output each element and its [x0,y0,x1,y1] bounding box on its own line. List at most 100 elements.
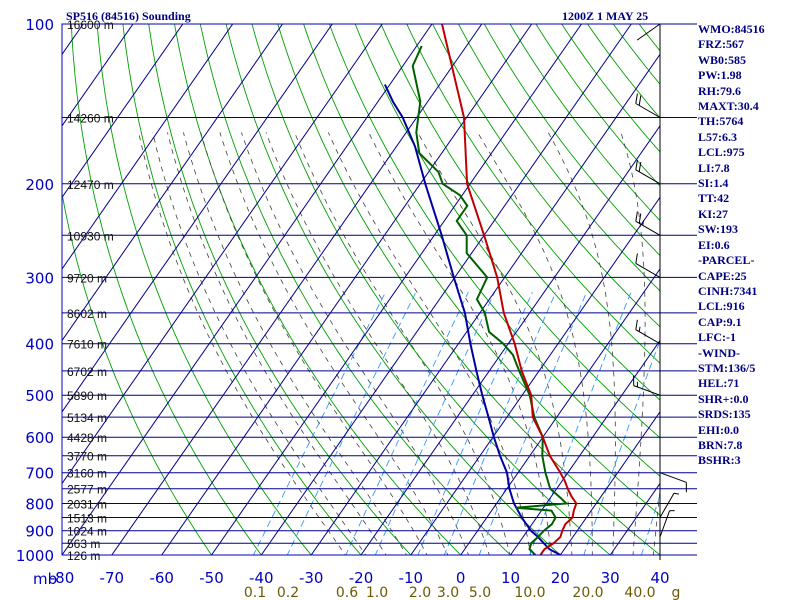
dry-adiabat [199,24,512,555]
temperature-tick-labels: -80 -70 -60 -50 -40 -30 -20 -10 0 10 20 30 40 [50,569,670,587]
height-label: 10930 m [67,229,114,243]
isotherm [559,411,660,555]
temperature-tick-label: 0 [456,569,466,587]
height-label: 4428 m [67,431,107,445]
height-label: 6702 m [67,365,107,379]
moist-adiabat [652,487,660,555]
wind-barb-shaft [633,385,661,396]
temperature-tick-label: -10 [399,569,424,587]
height-labels: 16600 m 14260 m 12470 m 10930 m 9720 m 8602 m… [67,18,114,563]
index-item: WMO:84516 [698,22,765,36]
height-label: 3770 m [67,450,107,464]
temperature-tick-label: 40 [650,569,669,587]
wind-barb-flag [638,95,642,106]
dry-adiabat [122,24,362,555]
index-item: LCL:916 [698,299,745,314]
isotherm [460,268,660,555]
index-item: MAXT:30.4 [698,99,759,114]
dewpoint-curve [411,45,569,555]
wind-barb-shaft [635,103,661,118]
mixing-ratio-label: 0.1 [244,585,266,600]
isotherm [62,24,134,127]
dry-adiabat [354,24,660,439]
dry-adiabat [148,24,412,555]
isotherm [360,125,660,555]
moist-adiabat [620,132,646,555]
wind-barb-flag [635,93,638,104]
mixing-ratio-line [286,292,417,555]
index-item: SI:1.4 [698,176,729,191]
pressure-tick-label: 600 [25,429,54,447]
height-label: 12470 m [67,178,114,192]
mixing-ratio-labels: 0.1 0.2 0.6 1.0 2.0 3.0 5.0 10.0 20.0 40.0 g [244,585,681,600]
mixing-ratio-label: 0.6 [336,585,358,600]
isotherm [161,24,533,555]
temperature-tick-label: 10 [501,569,520,587]
isotherm [62,24,333,413]
temperature-tick-label: -60 [149,569,174,587]
wind-barb-shaft [659,493,675,518]
temperature-tick-label: 20 [551,569,570,587]
temperature-tick-label: 30 [601,569,620,587]
wind-barb-shaft [659,510,671,538]
wind-barbs [633,23,687,538]
temperature-tick-label: -40 [249,569,274,587]
wind-barb-flag [642,220,644,226]
mixing-ratio-label: g [672,585,681,600]
moist-adiabat [219,132,449,555]
mixing-ratio-label: 10.0 [514,585,545,600]
moist-adiabat [265,132,490,555]
index-item: WB0:585 [698,52,746,67]
plot-frame [61,23,661,556]
index-item: KI:27 [698,206,728,221]
index-item: SHR+:0.0 [698,391,749,406]
pressure-tick-label: 900 [25,523,54,541]
index-item: LI:7.8 [698,160,730,175]
index-item: TT:42 [698,191,730,206]
mixing-ratio-label: 0.2 [277,585,299,600]
isotherm [62,24,383,485]
isotherm [410,196,660,555]
index-item: CINH:7341 [698,283,758,298]
index-item: LFC:-1 [698,330,736,345]
wind-barb-flag [638,213,642,224]
wind-barb-shaft [635,169,661,185]
moist-adiabat [327,132,532,555]
isotherm [260,24,632,555]
wind-barb-flag [635,159,638,170]
dry-adiabat [96,24,312,555]
height-label: 14260 m [67,112,114,126]
mixing-ratio-label: 40.0 [624,585,655,600]
dry-adiabat [70,24,262,555]
index-item: L57:6.3 [698,129,737,144]
pressure-tick-label: 800 [25,496,54,514]
moist-adiabat [547,132,616,555]
isotherm [62,24,184,199]
wind-barb-flag [638,161,642,172]
dry-adiabat [277,24,660,555]
moist-adiabat [152,132,367,555]
mixing-ratio-line [253,291,386,555]
pressure-tick-label: 200 [25,176,54,194]
index-item: FRZ:567 [698,37,744,52]
height-label: 2577 m [67,483,107,497]
dry-adiabat [62,191,213,555]
index-item: RH:79.6 [698,83,741,98]
height-label: 563 m [67,537,100,551]
dry-adiabat [432,24,660,328]
pressure-tick-label: 300 [25,269,54,287]
dry-adiabat [457,24,660,292]
mixing-ratio-line [478,292,588,555]
mixing-ratio-line [583,339,660,555]
station-title: SP516 (84516) Sounding [66,9,191,23]
isotherm [62,24,234,270]
height-label: 3160 m [67,467,107,481]
wind-barb-flag [635,253,638,264]
mixing-ratio-label: 1.0 [366,585,388,600]
index-item: LCL:975 [698,145,745,160]
pressure-tick-labels: 100 200 300 400 500 600 700 800 900 1000 [16,16,54,565]
moist-adiabat [241,132,469,555]
temperature-tick-label: -20 [349,569,374,587]
height-label: 126 m [67,549,100,563]
background-grid [62,24,660,555]
